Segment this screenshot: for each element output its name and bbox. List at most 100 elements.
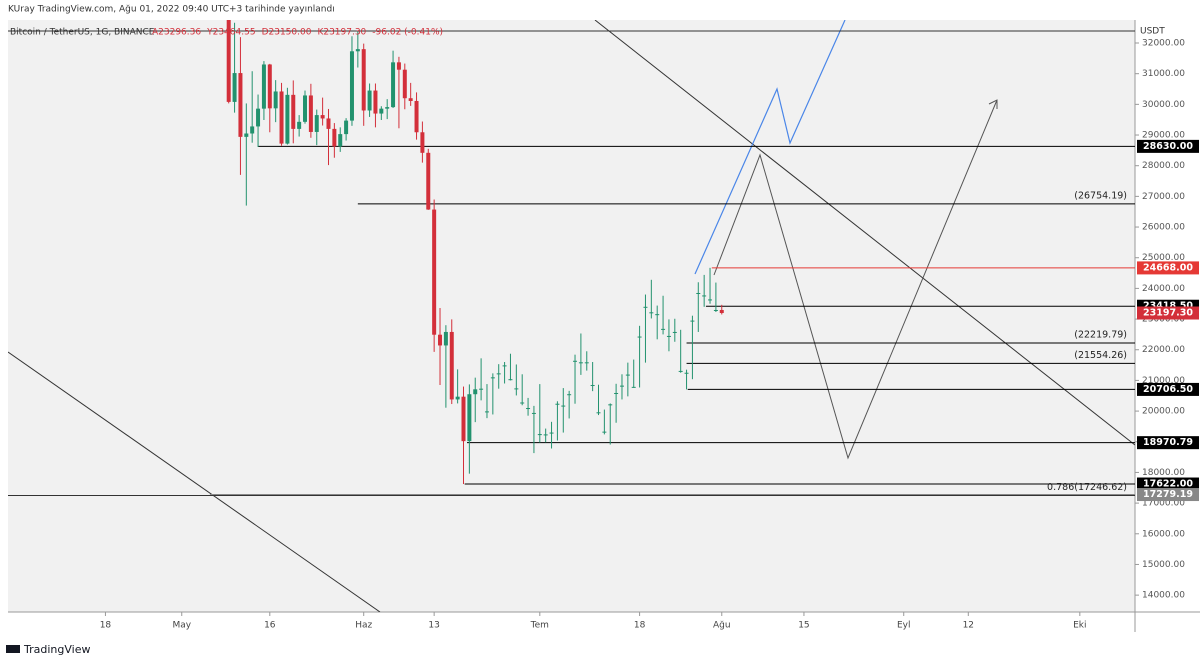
candle-body: [320, 115, 325, 119]
price-tag-label: 20706.50: [1143, 384, 1193, 395]
candle-body: [526, 408, 531, 410]
y-tick-label: 32000.00: [1142, 39, 1185, 49]
candle-body: [367, 90, 372, 111]
price-tag-label: 18970.79: [1143, 437, 1193, 448]
y-tick-label: 16000.00: [1142, 529, 1185, 539]
y-tick-label: 28000.00: [1142, 161, 1185, 171]
price-tag: [1137, 382, 1199, 396]
candle-body: [349, 51, 354, 121]
y-tick-label: 30000.00: [1142, 100, 1185, 110]
candle-body: [479, 388, 484, 390]
candle-body: [455, 396, 460, 400]
candle-body: [250, 126, 255, 134]
candle-body: [426, 152, 431, 210]
brand: TradingView: [23, 643, 90, 656]
x-tick-label: Tem: [530, 621, 549, 631]
candle-body: [291, 94, 296, 129]
candle-body: [391, 62, 396, 108]
candle-body: [473, 389, 478, 395]
candle-body: [584, 362, 589, 364]
candle-body: [514, 388, 519, 390]
candle-body: [443, 331, 448, 346]
y-tick-label: 26000.00: [1142, 223, 1185, 233]
logo: TradingView: [6, 643, 90, 656]
candle-body: [690, 320, 695, 322]
candle-body: [256, 108, 261, 127]
candle-body: [226, 20, 231, 102]
candle-body: [344, 120, 349, 135]
candle-body: [684, 372, 689, 374]
candle-body: [649, 312, 654, 314]
price-tag-label: 23418.50: [1143, 301, 1193, 312]
candle-body: [637, 336, 642, 338]
candle-body: [702, 295, 707, 297]
candle-body: [332, 128, 337, 147]
x-tick-label: 15: [798, 621, 809, 631]
candle-body: [338, 134, 343, 147]
candle-body: [596, 412, 601, 414]
candle-body: [719, 309, 724, 314]
candle-body: [502, 365, 507, 367]
projection-path: [694, 20, 846, 275]
candle-body: [373, 90, 378, 114]
x-tick-label: 18: [100, 621, 112, 631]
ohlc-value: K23197.30: [317, 28, 366, 38]
candle-body: [655, 314, 660, 316]
candle-body: [672, 331, 677, 333]
candle-body: [708, 299, 713, 301]
y-tick-label: 14000.00: [1142, 591, 1185, 601]
level-label: 0.786(17246.62): [1047, 482, 1127, 493]
arrow-head: [988, 99, 998, 109]
ohlc-value: Y23464.55: [206, 28, 255, 38]
candle-body: [573, 360, 578, 362]
candle-body: [661, 328, 666, 330]
candle-body: [567, 394, 572, 396]
candle-body: [543, 434, 548, 436]
trend-line: [8, 351, 381, 612]
candle-body: [608, 404, 613, 406]
candle-body: [308, 95, 313, 132]
candle-body: [549, 432, 554, 434]
candle-body: [385, 107, 390, 109]
candle-body: [379, 108, 384, 114]
candle-body: [643, 306, 648, 308]
candle-body: [578, 362, 583, 364]
candle-body: [396, 62, 401, 70]
y-tick-label: 25000.00: [1142, 253, 1185, 263]
candle-body: [666, 335, 671, 337]
candle-body: [261, 64, 266, 109]
candle-body: [496, 373, 501, 375]
y-tick-label: 23000.00: [1142, 315, 1185, 325]
candle-body: [713, 309, 718, 311]
candle-body: [531, 412, 536, 414]
candle-body: [267, 64, 272, 109]
x-tick-label: 18: [634, 621, 646, 631]
candle-body: [625, 374, 630, 376]
candle-body: [461, 396, 466, 442]
price-tag-label: 28630.00: [1143, 141, 1193, 152]
x-tick-label: 16: [264, 621, 276, 631]
y-tick-label: 18000.00: [1142, 468, 1185, 478]
candle-body: [408, 98, 413, 101]
candle-body: [285, 94, 290, 144]
candle-body: [297, 121, 302, 129]
candle-body: [537, 434, 542, 436]
x-tick-label: Ağu: [713, 621, 731, 631]
candle-body: [467, 394, 472, 442]
y-tick-label: 27000.00: [1142, 192, 1185, 202]
candle-body: [314, 115, 319, 132]
candle-body: [402, 69, 407, 99]
candle-body: [678, 370, 683, 372]
candle-body: [484, 411, 489, 413]
candle-body: [414, 100, 419, 133]
x-tick-label: 12: [963, 621, 974, 631]
x-tick-label: Haz: [355, 621, 372, 631]
candle-body: [432, 209, 437, 335]
candle-body: [361, 49, 366, 111]
candle-body: [619, 385, 624, 387]
currency: USDT: [1140, 27, 1165, 37]
candle-body: [449, 331, 454, 400]
candle-body: [232, 73, 237, 102]
price-tag-label: 24668.00: [1143, 262, 1193, 273]
